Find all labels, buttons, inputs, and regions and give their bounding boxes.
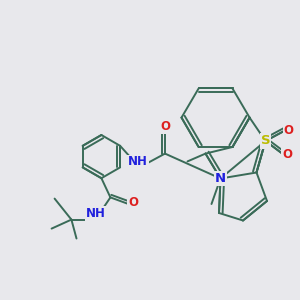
Text: N: N — [215, 172, 226, 185]
Text: O: O — [128, 196, 138, 209]
Text: NH: NH — [128, 155, 148, 169]
Text: S: S — [261, 134, 270, 148]
Text: O: O — [160, 120, 170, 133]
Text: O: O — [284, 124, 294, 137]
Text: O: O — [282, 148, 292, 161]
Text: NH: NH — [86, 207, 106, 220]
